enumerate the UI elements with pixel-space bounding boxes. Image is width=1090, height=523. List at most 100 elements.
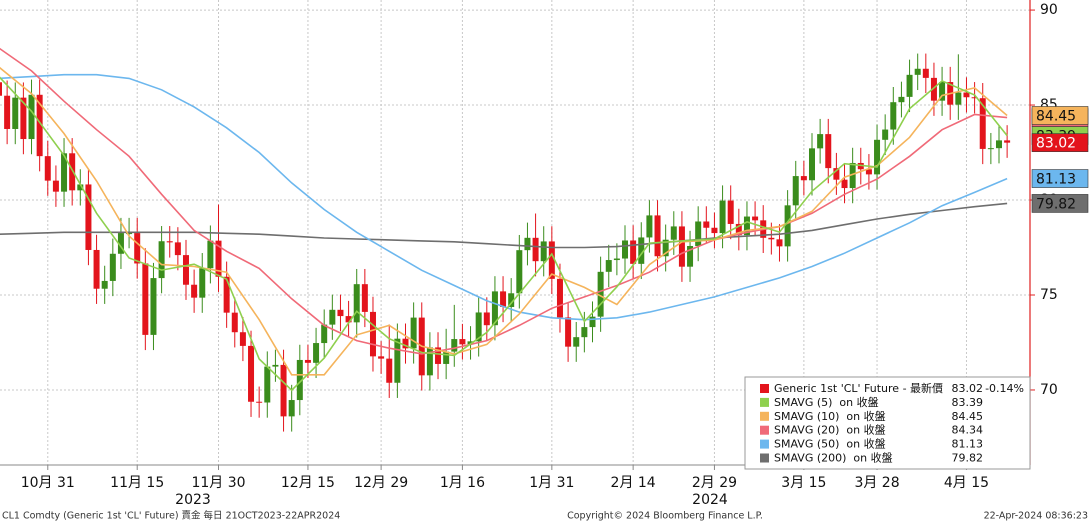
legend-label: Generic 1st 'CL' Future - 最新價	[774, 381, 943, 395]
candle-body	[500, 291, 507, 307]
candle-body	[410, 317, 417, 349]
x-tick-label: 11月 30	[191, 475, 245, 491]
candle-body	[345, 316, 352, 323]
candle-body	[109, 253, 116, 281]
x-tick-label: 3月 15	[781, 475, 826, 491]
candle-body	[166, 241, 173, 243]
candle-body	[313, 343, 320, 363]
candle-body	[711, 227, 718, 234]
candle-body	[898, 96, 905, 103]
candle-body	[548, 241, 555, 279]
footer-right: 22-Apr-2024 08:36:23	[984, 511, 1088, 522]
x-tick-label: 10月 31	[21, 475, 75, 491]
candle-body	[622, 240, 629, 259]
legend-value: 83.02	[952, 382, 984, 395]
candle-body	[565, 317, 572, 347]
candle-body	[735, 223, 742, 236]
price-tag-label: 81.13	[1036, 172, 1076, 188]
candle-body	[776, 239, 783, 247]
candle-body	[597, 271, 604, 317]
candle-body	[69, 153, 76, 191]
legend-value: 79.82	[952, 452, 984, 465]
price-tag	[1031, 133, 1089, 152]
legend-value: 83.39	[952, 396, 984, 409]
candle-body	[223, 276, 230, 313]
candle-body	[239, 332, 246, 346]
candle-body	[52, 180, 59, 192]
candle-body	[134, 233, 141, 264]
candle-body	[613, 258, 620, 261]
candle-body	[971, 97, 978, 99]
candle-body	[426, 347, 433, 376]
y-tick-label: 90	[1040, 2, 1058, 18]
candle-body	[28, 94, 35, 140]
legend-label: SMAVG (50) on 收盤	[774, 437, 886, 451]
candle-body	[378, 356, 385, 359]
ma-line	[0, 66, 1008, 376]
candle-body	[361, 284, 368, 312]
candle-body	[817, 134, 824, 149]
candle-body	[0, 82, 2, 96]
candle-body	[77, 184, 84, 191]
candle-body	[353, 284, 360, 323]
candle-body	[20, 97, 27, 140]
x-tick-label: 1月 16	[440, 475, 485, 491]
candle-body	[833, 168, 840, 180]
candle-body	[117, 233, 124, 254]
candle-body	[727, 200, 734, 224]
candle-body	[491, 291, 498, 326]
candle-body	[93, 249, 100, 289]
candle-body	[451, 339, 458, 352]
candle-body	[743, 216, 750, 236]
candle-body	[752, 216, 759, 221]
candle-body	[540, 241, 547, 262]
x-tick-label: 3月 28	[854, 475, 899, 491]
legend-swatch	[760, 425, 769, 435]
ma-line	[0, 202, 1008, 249]
candle-body	[483, 312, 490, 326]
candle-body	[687, 245, 694, 267]
candle-body	[662, 239, 669, 257]
candle-body	[272, 364, 279, 367]
y-tick-label: 75	[1040, 287, 1058, 303]
candle-body	[556, 278, 563, 318]
candle-body	[296, 359, 303, 401]
candle-body	[784, 205, 791, 247]
candle-body	[1004, 140, 1011, 143]
candle-body	[841, 179, 848, 189]
candle-body	[703, 221, 710, 228]
legend-label: SMAVG (5) on 收盤	[774, 395, 879, 409]
x-tick-label: 1月 31	[529, 475, 574, 491]
candle-body	[215, 240, 222, 277]
price-tag	[1031, 194, 1089, 213]
candle-body	[792, 176, 799, 206]
candle-body	[573, 337, 580, 347]
footer-left: CL1 Comdty (Generic 1st 'CL' Future) 賣金 …	[2, 510, 340, 522]
candle-body	[44, 156, 51, 181]
candle-body	[231, 312, 238, 333]
candle-body	[158, 241, 165, 279]
year-label: 2023	[175, 492, 211, 508]
candle-body	[174, 242, 181, 256]
candle-body	[719, 200, 726, 234]
legend-swatch	[760, 411, 769, 421]
candle-body	[443, 351, 450, 364]
candle-body	[150, 278, 157, 335]
candle-body	[256, 401, 263, 403]
ma-line	[0, 47, 1008, 355]
candle-body	[142, 263, 149, 335]
candle-body	[475, 312, 482, 342]
x-tick-label: 4月 15	[944, 475, 989, 491]
candle-body	[4, 95, 11, 129]
candle-body	[581, 327, 588, 338]
candle-body	[874, 139, 881, 175]
candle-body	[849, 162, 856, 189]
candle-body	[61, 153, 68, 192]
y-tick-label: 70	[1040, 382, 1058, 398]
legend-swatch	[760, 453, 769, 463]
candle-body	[809, 148, 815, 181]
x-tick-label: 12月 29	[354, 475, 408, 491]
candle-body	[394, 338, 401, 383]
legend-swatch	[760, 439, 769, 449]
x-tick-label: 12月 15	[281, 475, 335, 491]
